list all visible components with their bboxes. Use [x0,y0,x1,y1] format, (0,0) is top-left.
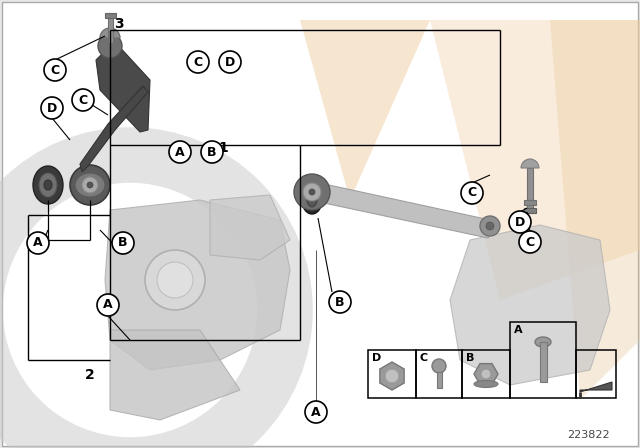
Text: B: B [335,296,345,309]
Circle shape [41,97,63,119]
Circle shape [219,51,241,73]
Polygon shape [580,382,612,392]
Circle shape [519,231,541,253]
Circle shape [27,232,49,254]
Text: D: D [515,215,525,228]
Circle shape [480,216,500,236]
Bar [524,208,536,213]
Bar [416,350,462,398]
Text: B: B [118,237,128,250]
Polygon shape [110,330,240,420]
Circle shape [44,59,66,81]
Circle shape [97,294,119,316]
Circle shape [157,262,193,298]
Text: A: A [103,298,113,311]
Circle shape [303,183,321,201]
Bar [524,200,536,205]
Polygon shape [105,200,290,370]
Wedge shape [521,159,539,168]
Text: C: C [79,94,88,107]
Bar [368,350,416,398]
Polygon shape [300,20,430,200]
Bar [108,15,113,43]
Circle shape [72,89,94,111]
Polygon shape [450,225,610,385]
Circle shape [169,141,191,163]
Text: 3: 3 [114,17,124,31]
Ellipse shape [535,337,551,347]
Wedge shape [100,28,120,38]
Ellipse shape [474,380,498,388]
Ellipse shape [44,180,52,190]
Text: C: C [51,64,60,77]
Text: A: A [514,325,523,335]
Circle shape [187,51,209,73]
Polygon shape [96,42,150,132]
Ellipse shape [39,173,57,197]
Text: D: D [47,102,57,115]
Text: B: B [466,353,474,363]
Text: D: D [225,56,235,69]
Text: A: A [175,146,185,159]
Text: 1: 1 [218,141,228,155]
Text: A: A [311,405,321,418]
Text: A: A [33,237,43,250]
Circle shape [486,222,494,230]
Circle shape [385,369,399,383]
Circle shape [509,211,531,233]
Polygon shape [80,86,148,172]
Ellipse shape [307,193,317,207]
Text: C: C [525,236,534,249]
Bar [437,372,442,388]
Polygon shape [210,195,290,260]
Bar [527,168,533,208]
Ellipse shape [33,166,63,204]
Circle shape [329,291,351,313]
Ellipse shape [302,186,322,214]
Circle shape [432,359,446,373]
Ellipse shape [75,173,105,197]
Polygon shape [550,20,640,400]
Polygon shape [300,182,492,238]
Bar [576,350,616,398]
Circle shape [82,177,98,193]
Circle shape [98,34,122,58]
Text: B: B [207,146,217,159]
Circle shape [309,189,315,195]
Text: D: D [372,353,381,363]
Circle shape [70,165,110,205]
Circle shape [481,369,491,379]
Bar [540,342,547,382]
Circle shape [87,182,93,188]
Circle shape [294,174,330,210]
Bar [105,13,116,18]
Text: 2: 2 [85,368,95,382]
Polygon shape [380,362,404,390]
Circle shape [461,182,483,204]
Circle shape [305,401,327,423]
Text: C: C [420,353,428,363]
Polygon shape [430,20,640,300]
Text: 223822: 223822 [568,430,610,440]
Circle shape [112,232,134,254]
Text: C: C [467,186,477,199]
Polygon shape [474,364,498,384]
Circle shape [201,141,223,163]
Circle shape [145,250,205,310]
Bar [462,350,510,398]
Bar [510,322,576,398]
Text: C: C [193,56,203,69]
